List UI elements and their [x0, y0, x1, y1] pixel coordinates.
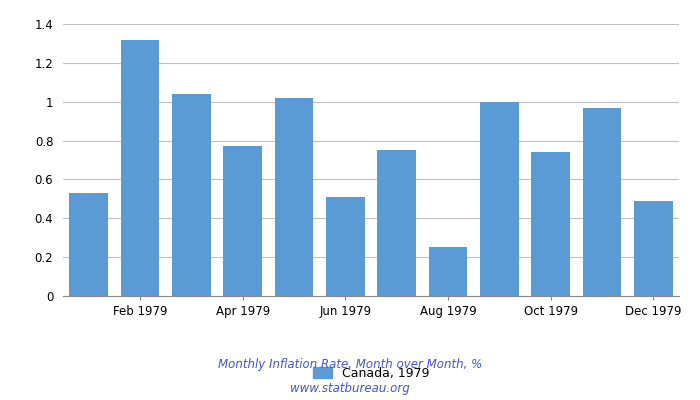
Bar	[69, 193, 108, 296]
Legend: Canada, 1979: Canada, 1979	[308, 362, 434, 385]
Bar	[480, 102, 519, 296]
Bar	[377, 150, 416, 296]
Bar	[634, 201, 673, 296]
Bar	[531, 152, 570, 296]
Bar	[428, 248, 468, 296]
Bar	[172, 94, 211, 296]
Text: Monthly Inflation Rate, Month over Month, %: Monthly Inflation Rate, Month over Month…	[218, 358, 482, 371]
Bar	[326, 197, 365, 296]
Text: www.statbureau.org: www.statbureau.org	[290, 382, 410, 395]
Bar	[274, 98, 314, 296]
Bar	[582, 108, 622, 296]
Bar	[223, 146, 262, 296]
Bar	[120, 40, 160, 296]
